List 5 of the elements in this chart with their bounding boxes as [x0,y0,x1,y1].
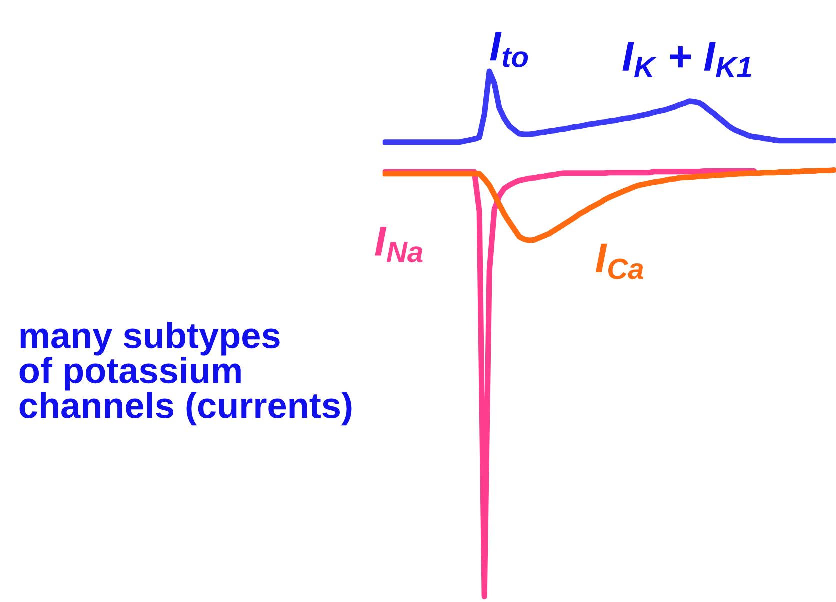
text: I$_{to}$ [490,32,528,68]
series-label: I$_{Na}$ [375,227,423,263]
series-label: I$_{Ca}$ [596,244,644,280]
annotation: I$_{K}$ + I$_{K1}$ [622,42,752,78]
text: many subtypes of potassium channels (currents) [20,322,352,426]
